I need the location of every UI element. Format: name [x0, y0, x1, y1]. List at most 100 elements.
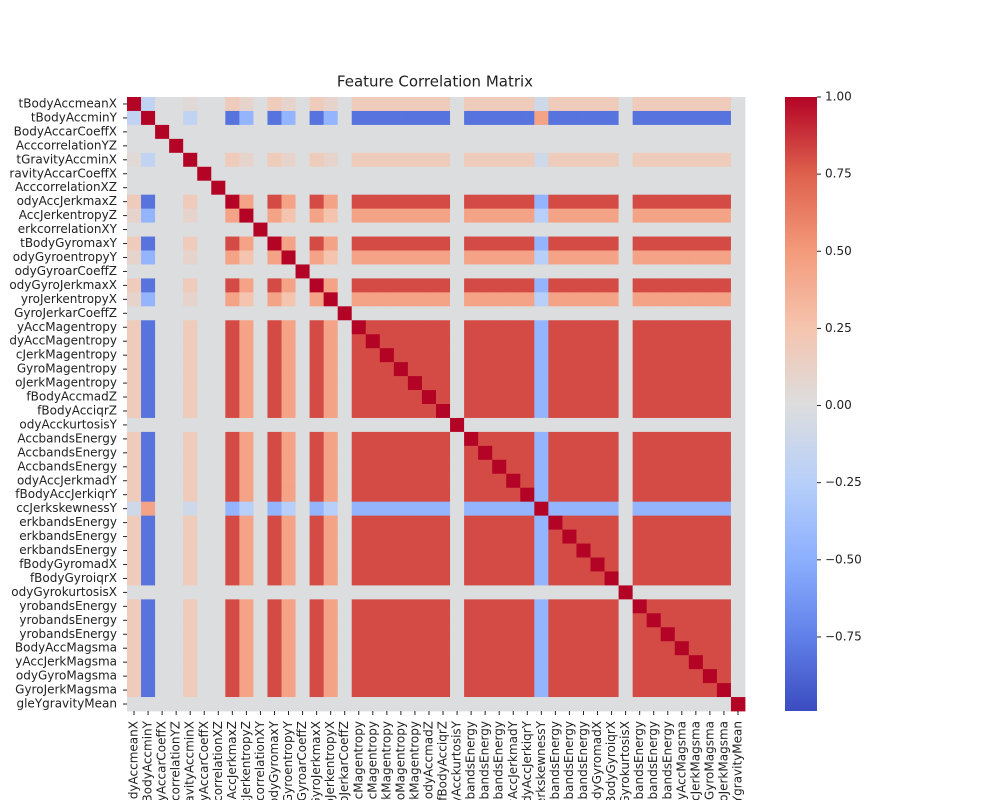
heatmap-cell	[450, 473, 465, 489]
heatmap-cell	[337, 501, 353, 517]
heatmap-cell	[520, 97, 535, 112]
heatmap-cell	[225, 250, 240, 265]
heatmap-cell	[702, 543, 718, 558]
heatmap-cell	[155, 529, 170, 544]
heatmap-cell	[141, 348, 156, 363]
heatmap-cell	[576, 529, 591, 544]
heatmap-cell	[239, 487, 254, 503]
heatmap-cell	[632, 152, 648, 168]
heatmap-cell	[197, 348, 212, 363]
heatmap-cell	[646, 334, 662, 349]
heatmap-cell	[632, 180, 648, 196]
heatmap-cell	[365, 320, 381, 335]
heatmap-cell	[716, 431, 732, 447]
x-tick-label: yrobandsEnergy	[632, 721, 646, 800]
heatmap-cell	[253, 208, 268, 223]
heatmap-cell	[660, 487, 676, 503]
heatmap-cell	[155, 585, 170, 600]
heatmap-cell	[632, 222, 648, 237]
heatmap-cell	[323, 264, 339, 279]
heatmap-cell	[520, 292, 535, 307]
heatmap-cell	[604, 404, 619, 419]
heatmap-cell	[421, 362, 437, 377]
heatmap-cell	[436, 655, 451, 670]
heatmap-cell	[351, 417, 367, 433]
heatmap-cell	[365, 166, 381, 182]
heatmap-cell	[674, 180, 690, 196]
heatmap-cell	[562, 334, 577, 349]
heatmap-cell	[548, 138, 563, 154]
heatmap-cell	[492, 334, 507, 349]
heatmap-cell	[730, 501, 746, 517]
heatmap-cell	[618, 362, 634, 377]
heatmap-cell	[604, 669, 619, 684]
heatmap-cell	[393, 208, 409, 223]
heatmap-cell	[632, 264, 648, 279]
heatmap-cell	[660, 655, 676, 670]
heatmap-cell	[253, 124, 268, 140]
heatmap-cell	[281, 445, 296, 461]
heatmap-cell	[239, 445, 254, 461]
heatmap-cell	[253, 390, 268, 405]
heatmap-cell	[351, 529, 367, 544]
heatmap-cell	[267, 557, 282, 572]
heatmap-cell	[295, 445, 310, 461]
heatmap-cell	[141, 152, 156, 168]
heatmap-cell	[141, 417, 156, 433]
heatmap-cell	[421, 683, 437, 698]
heatmap-cell	[155, 501, 170, 517]
heatmap-cell	[225, 292, 240, 307]
heatmap-cell	[295, 501, 310, 517]
heatmap-cell	[211, 599, 226, 614]
heatmap-cell	[478, 348, 493, 363]
heatmap-cell	[351, 697, 367, 712]
heatmap-cell	[197, 417, 212, 433]
heatmap-cell	[239, 431, 254, 447]
heatmap-cell	[365, 543, 381, 558]
heatmap-cell	[590, 669, 605, 684]
heatmap-cell	[436, 487, 451, 503]
heatmap-cell	[323, 431, 339, 447]
heatmap-cell	[604, 376, 619, 391]
heatmap-cell	[127, 180, 142, 196]
heatmap-cell	[632, 166, 648, 182]
heatmap-cell	[576, 362, 591, 377]
heatmap-cell	[660, 501, 676, 517]
heatmap-cell	[646, 362, 662, 377]
heatmap-cell	[155, 138, 170, 154]
heatmap-cell	[309, 543, 325, 558]
heatmap-cell	[716, 683, 732, 698]
heatmap-cell	[562, 697, 577, 712]
heatmap-cell	[309, 152, 325, 168]
heatmap-cell	[660, 543, 676, 558]
heatmap-cell	[506, 613, 521, 628]
heatmap-cell	[548, 264, 563, 279]
x-tick-label: GyroJerkMagsma	[716, 721, 730, 800]
heatmap-cell	[155, 417, 170, 433]
heatmap-cell	[506, 306, 521, 321]
heatmap-cell	[421, 613, 437, 628]
heatmap-cell	[618, 180, 634, 196]
heatmap-cell	[688, 417, 704, 433]
heatmap-cell	[197, 208, 212, 223]
heatmap-cell	[239, 571, 254, 586]
heatmap-cell	[702, 669, 718, 684]
heatmap-cell	[309, 585, 325, 600]
heatmap-cell	[421, 208, 437, 223]
heatmap-cell	[688, 292, 704, 307]
heatmap-cell	[225, 571, 240, 586]
heatmap-cell	[393, 180, 409, 196]
heatmap-cell	[127, 362, 142, 377]
heatmap-cell	[211, 641, 226, 656]
heatmap-cell	[632, 320, 648, 335]
heatmap-cell	[211, 222, 226, 237]
heatmap-cell	[351, 501, 367, 517]
heatmap-cell	[716, 599, 732, 614]
heatmap-cell	[393, 110, 409, 126]
heatmap-cell	[323, 683, 339, 698]
heatmap-cell	[169, 683, 184, 698]
heatmap-cell	[478, 417, 493, 433]
heatmap-cell	[464, 655, 479, 670]
heatmap-cell	[646, 445, 662, 461]
heatmap-cell	[267, 320, 282, 335]
